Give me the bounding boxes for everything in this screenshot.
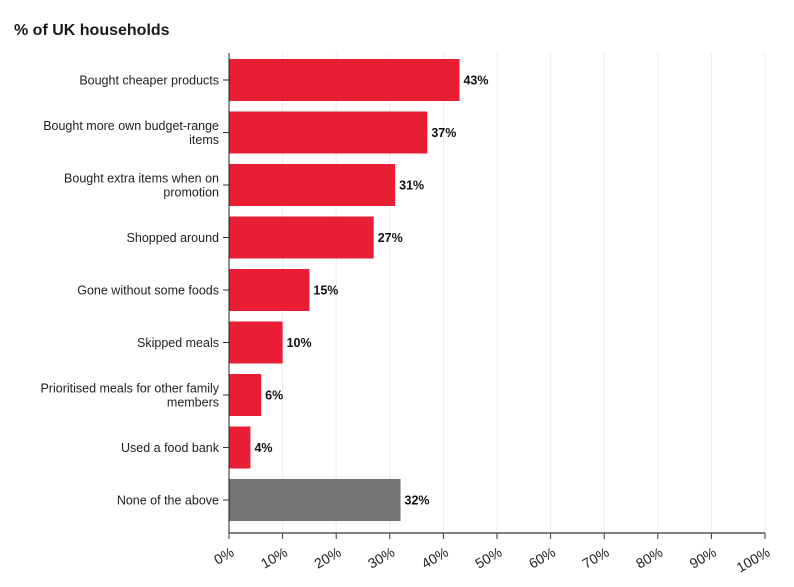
x-tick-label: 10% <box>258 544 290 572</box>
value-label: 15% <box>313 284 338 298</box>
x-tick-label: 40% <box>419 544 451 572</box>
category-label: Skipped meals <box>137 336 219 350</box>
category-label: Gone without some foods <box>77 284 219 298</box>
category-label: promotion <box>163 186 219 200</box>
x-tick-label: 80% <box>633 544 665 572</box>
bar <box>229 111 428 154</box>
value-label: 6% <box>265 389 283 403</box>
bar <box>229 269 310 311</box>
category-label: Bought more own budget-range <box>43 119 219 133</box>
x-tick-label: 60% <box>526 544 558 572</box>
category-label: Bought extra items when on <box>64 172 219 186</box>
x-tick-label: 50% <box>472 544 504 572</box>
category-label: Shopped around <box>127 231 219 245</box>
x-tick-label: 70% <box>579 544 611 572</box>
category-label: Used a food bank <box>121 441 220 455</box>
bar <box>229 59 460 101</box>
value-label: 31% <box>399 179 424 193</box>
category-label: Prioritised meals for other family <box>40 382 219 396</box>
value-label: 4% <box>254 441 272 455</box>
category-label: members <box>167 396 219 410</box>
bar <box>229 164 396 206</box>
bar <box>229 216 374 259</box>
x-tick-label: 100% <box>733 544 772 576</box>
value-label: 37% <box>431 126 456 140</box>
bar <box>229 479 401 521</box>
bar <box>229 321 283 364</box>
category-label: items <box>189 133 219 147</box>
x-tick-label: 90% <box>687 544 719 572</box>
x-tick-label: 20% <box>311 544 343 572</box>
x-tick-label: 30% <box>365 544 397 572</box>
value-label: 10% <box>287 336 312 350</box>
chart-title: % of UK households <box>14 22 170 39</box>
x-tick-label: 0% <box>211 544 237 568</box>
bar <box>229 374 262 416</box>
value-label: 32% <box>405 494 430 508</box>
category-label: Bought cheaper products <box>79 74 219 88</box>
category-label: None of the above <box>117 494 219 508</box>
value-label: 43% <box>463 74 488 88</box>
value-label: 27% <box>378 231 403 245</box>
bar <box>229 426 251 469</box>
